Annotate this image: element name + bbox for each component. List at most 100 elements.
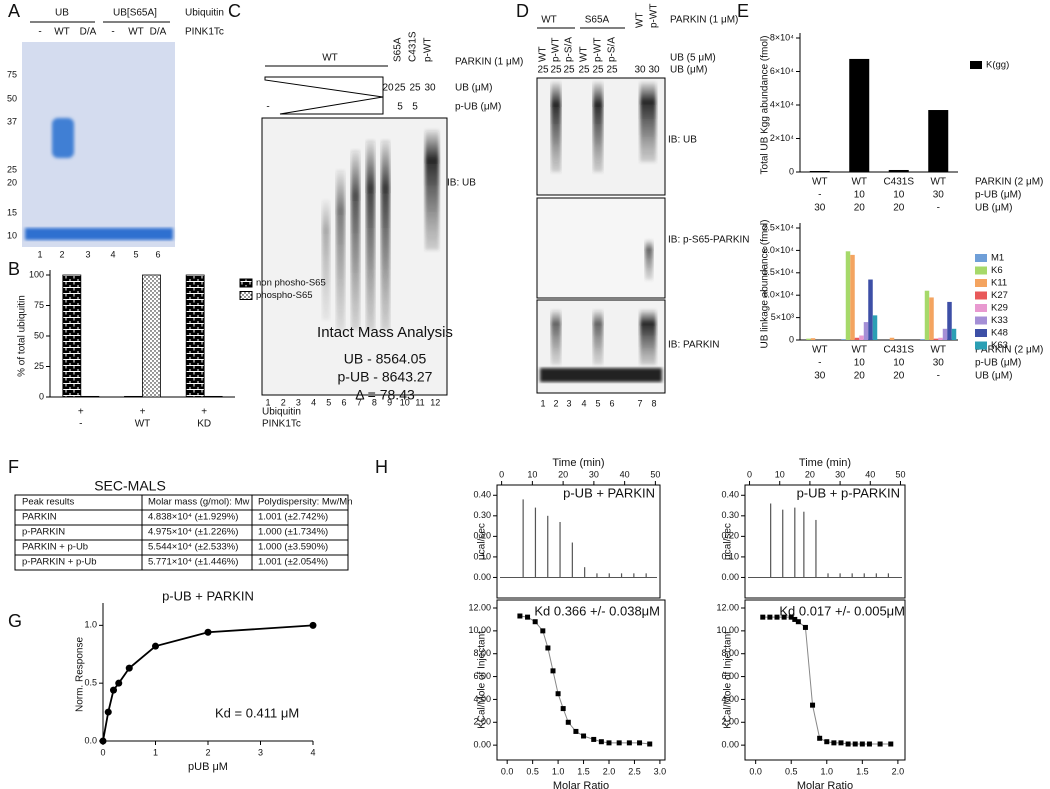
legend-label: K48 xyxy=(991,328,1008,339)
x-tick-label: 3 xyxy=(258,747,263,757)
label: SEC-MALS xyxy=(94,478,166,494)
legend-label: K27 xyxy=(991,290,1008,301)
y-tick-label: 100 xyxy=(29,269,44,279)
label: IB: PARKIN xyxy=(668,340,720,351)
y-tick-label: 6.00 xyxy=(473,671,491,681)
y-tick-label: 1.0 xyxy=(84,620,97,630)
x-tick-label: 2 xyxy=(205,747,210,757)
point xyxy=(565,719,571,725)
label: 15 xyxy=(7,207,17,217)
fit-line xyxy=(102,624,314,742)
point xyxy=(877,741,883,747)
chart-title: p-UB + PARKIN xyxy=(162,588,254,603)
label: p-UB (μM) xyxy=(455,102,501,113)
label: E xyxy=(737,1,749,21)
x-tick-label: 2.0 xyxy=(892,766,905,776)
point xyxy=(838,740,844,746)
y-tick-label: 4×10⁴ xyxy=(770,99,794,109)
bar xyxy=(841,339,846,340)
legend-swatch xyxy=(975,316,987,325)
label: 3 xyxy=(296,397,301,407)
label: 25 xyxy=(606,65,618,76)
point xyxy=(125,664,133,672)
x-tick-label: 10 xyxy=(775,469,785,479)
bar xyxy=(863,322,869,340)
label: 25 xyxy=(563,65,575,76)
y-tick-label: 0.00 xyxy=(721,572,739,582)
point xyxy=(598,739,604,745)
x-category-label: + xyxy=(140,407,146,418)
y-tick-label: 1.5×10⁴ xyxy=(762,267,794,277)
y-tick-label: 0.30 xyxy=(473,510,491,520)
x-category-label: C431S xyxy=(883,345,914,356)
legend-label: M1 xyxy=(991,253,1004,264)
bar xyxy=(929,297,934,340)
x-tick-label: 0 xyxy=(499,469,504,479)
label: UB[S65A] xyxy=(113,8,157,19)
label: IB: p-S65-PARKIN xyxy=(668,235,750,246)
label: G xyxy=(8,611,22,631)
point xyxy=(831,740,837,746)
plot-frame xyxy=(496,599,666,761)
point xyxy=(760,614,766,620)
legend-swatch xyxy=(975,341,987,350)
label: 7 xyxy=(357,397,362,407)
label: p-WT xyxy=(551,38,562,62)
point xyxy=(795,619,801,625)
x-category-label: 30 xyxy=(814,203,826,214)
gel-a xyxy=(22,42,175,247)
x-category-label: WT xyxy=(851,177,867,188)
label: 6 xyxy=(155,249,160,259)
legend-swatch xyxy=(975,329,987,337)
bar xyxy=(951,328,957,340)
x-tick-label: 1.0 xyxy=(552,766,565,776)
label: 5 xyxy=(397,102,403,113)
label: 1.001 (±2.054%) xyxy=(258,557,328,568)
y-tick-label: 50 xyxy=(34,330,44,340)
plot-frame xyxy=(496,484,661,599)
x-category-label: WT xyxy=(930,177,946,188)
label: Peak results xyxy=(22,497,75,508)
label: F xyxy=(8,457,19,477)
bar xyxy=(854,337,860,340)
annotation: p-UB + PARKIN xyxy=(563,485,655,500)
point xyxy=(99,737,107,745)
point xyxy=(888,741,894,747)
x-row-name: UB (μM) xyxy=(975,371,1012,382)
x-category-label: - xyxy=(818,190,821,201)
point xyxy=(810,702,816,708)
y-tick-label: 8.00 xyxy=(473,648,491,658)
x-tick-label: 0.0 xyxy=(501,766,514,776)
x-tick-label: 50 xyxy=(895,469,905,479)
y-tick-label: 0.5 xyxy=(84,678,97,688)
label: WT xyxy=(54,27,70,38)
label: p-WT xyxy=(649,4,660,28)
y-tick-label: 4.00 xyxy=(473,694,491,704)
y-tick-label: 75 xyxy=(34,300,44,310)
label: UB (μM) xyxy=(670,65,707,76)
y-tick-label: 2.00 xyxy=(721,717,739,727)
label: p-PARKIN + p-Ub xyxy=(22,557,97,568)
label: 25 xyxy=(578,65,590,76)
point xyxy=(517,613,523,619)
label: UB - 8564.05 xyxy=(344,351,427,367)
label: 4 xyxy=(311,397,316,407)
y-tick-label: 0.0 xyxy=(84,735,97,745)
label: 2 xyxy=(553,398,558,408)
x-tick-label: 40 xyxy=(865,469,875,479)
label: WT xyxy=(635,12,646,28)
y-axis-label: KCal/Mole of Injectant xyxy=(723,631,734,729)
label: 8 xyxy=(651,398,656,408)
label: Polydispersity: Mw/Mn xyxy=(258,497,353,508)
label: 5 xyxy=(133,249,138,259)
annotation: Kd = 0.411 μM xyxy=(215,705,299,720)
label: 6 xyxy=(341,397,346,407)
y-tick-label: 8.00 xyxy=(721,648,739,658)
label: 5 xyxy=(595,398,600,408)
x-category-label: 30 xyxy=(933,358,945,369)
x-category-label: WT xyxy=(135,419,151,430)
legend-label: non phosho-S65 xyxy=(256,278,326,289)
label: A xyxy=(8,1,20,21)
point xyxy=(104,708,112,716)
label: 1.000 (±3.590%) xyxy=(258,542,328,553)
